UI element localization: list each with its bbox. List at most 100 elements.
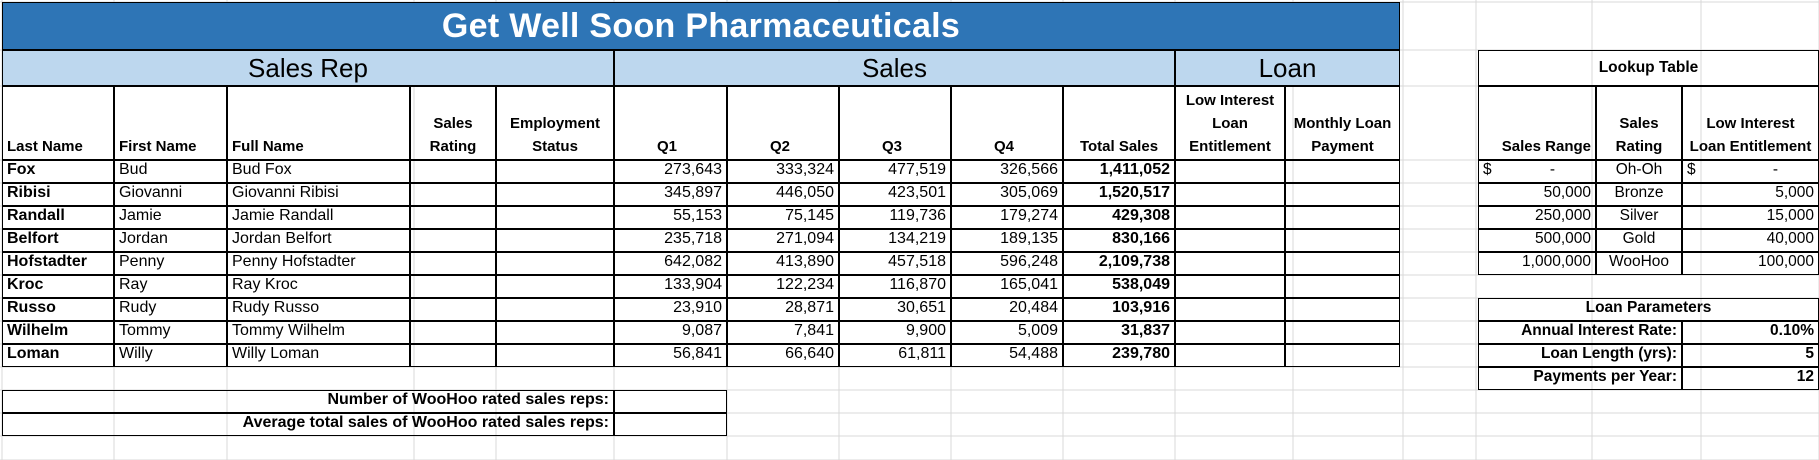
lookup-range[interactable]: $ - (1478, 160, 1596, 183)
cell-full-name[interactable]: Tommy Wilhelm (227, 321, 410, 344)
cell-employment-status[interactable] (496, 344, 614, 367)
cell-sales-rating[interactable] (410, 275, 496, 298)
header-q1[interactable]: Q1 (614, 86, 727, 160)
cell-q1[interactable]: 55,153 (614, 206, 727, 229)
loan-param-label[interactable]: Payments per Year: (1478, 367, 1682, 390)
cell-last-name[interactable]: Belfort (2, 229, 114, 252)
cell-sales-rating[interactable] (410, 183, 496, 206)
lookup-header-entitlement[interactable]: Low Interest Loan Entitlement (1682, 86, 1819, 160)
cell-q2[interactable]: 66,640 (727, 344, 839, 367)
cell-employment-status[interactable] (496, 160, 614, 183)
loan-param-value[interactable]: 12 (1682, 367, 1819, 390)
cell-total-sales[interactable]: 103,916 (1063, 298, 1175, 321)
cell-q4[interactable]: 305,069 (951, 183, 1063, 206)
cell-q3[interactable]: 134,219 (839, 229, 951, 252)
cell-first-name[interactable]: Willy (114, 344, 227, 367)
header-sales-rating[interactable]: Sales Rating (410, 86, 496, 160)
cell-first-name[interactable]: Jordan (114, 229, 227, 252)
cell-full-name[interactable]: Ray Kroc (227, 275, 410, 298)
cell-sales-rating[interactable] (410, 321, 496, 344)
cell-q4[interactable]: 165,041 (951, 275, 1063, 298)
cell-last-name[interactable]: Ribisi (2, 183, 114, 206)
cell-sales-rating[interactable] (410, 229, 496, 252)
lookup-entitlement[interactable]: $ - (1682, 160, 1819, 183)
cell-q4[interactable]: 20,484 (951, 298, 1063, 321)
cell-q3[interactable]: 9,900 (839, 321, 951, 344)
cell-q4[interactable]: 596,248 (951, 252, 1063, 275)
cell-q3[interactable]: 119,736 (839, 206, 951, 229)
woohoo-count-label[interactable]: Number of WooHoo rated sales reps: (2, 390, 614, 413)
cell-employment-status[interactable] (496, 206, 614, 229)
cell-monthly-payment[interactable] (1285, 252, 1400, 275)
header-full-name[interactable]: Full Name (227, 86, 410, 160)
cell-full-name[interactable]: Bud Fox (227, 160, 410, 183)
cell-total-sales[interactable]: 2,109,738 (1063, 252, 1175, 275)
cell-last-name[interactable]: Wilhelm (2, 321, 114, 344)
cell-q2[interactable]: 271,094 (727, 229, 839, 252)
cell-q1[interactable]: 23,910 (614, 298, 727, 321)
cell-monthly-payment[interactable] (1285, 183, 1400, 206)
cell-low-interest[interactable] (1175, 321, 1285, 344)
loan-param-label[interactable]: Annual Interest Rate: (1478, 321, 1682, 344)
cell-last-name[interactable]: Fox (2, 160, 114, 183)
cell-q1[interactable]: 133,904 (614, 275, 727, 298)
header-low-interest[interactable]: Low Interest Loan Entitlement (1175, 86, 1285, 160)
cell-q1[interactable]: 273,643 (614, 160, 727, 183)
header-first-name[interactable]: First Name (114, 86, 227, 160)
cell-employment-status[interactable] (496, 275, 614, 298)
cell-monthly-payment[interactable] (1285, 344, 1400, 367)
cell-q3[interactable]: 116,870 (839, 275, 951, 298)
cell-sales-rating[interactable] (410, 160, 496, 183)
lookup-range[interactable]: 50,000 (1478, 183, 1596, 206)
cell-q3[interactable]: 457,518 (839, 252, 951, 275)
cell-total-sales[interactable]: 1,520,517 (1063, 183, 1175, 206)
cell-full-name[interactable]: Willy Loman (227, 344, 410, 367)
cell-full-name[interactable]: Giovanni Ribisi (227, 183, 410, 206)
cell-employment-status[interactable] (496, 321, 614, 344)
header-q3[interactable]: Q3 (839, 86, 951, 160)
cell-first-name[interactable]: Giovanni (114, 183, 227, 206)
cell-last-name[interactable]: Randall (2, 206, 114, 229)
cell-monthly-payment[interactable] (1285, 160, 1400, 183)
cell-q4[interactable]: 189,135 (951, 229, 1063, 252)
cell-sales-rating[interactable] (410, 344, 496, 367)
lookup-entitlement[interactable]: 40,000 (1682, 229, 1819, 252)
lookup-range[interactable]: 500,000 (1478, 229, 1596, 252)
cell-q1[interactable]: 56,841 (614, 344, 727, 367)
woohoo-avg-value[interactable] (614, 413, 727, 436)
lookup-header-range[interactable]: Sales Range (1478, 86, 1596, 160)
cell-total-sales[interactable]: 538,049 (1063, 275, 1175, 298)
lookup-rating[interactable]: WooHoo (1596, 252, 1682, 275)
cell-monthly-payment[interactable] (1285, 275, 1400, 298)
woohoo-avg-label[interactable]: Average total sales of WooHoo rated sale… (2, 413, 614, 436)
loan-params-title[interactable]: Loan Parameters (1478, 298, 1819, 321)
sheet-title[interactable]: Get Well Soon Pharmaceuticals (2, 2, 1400, 50)
lookup-rating[interactable]: Gold (1596, 229, 1682, 252)
cell-low-interest[interactable] (1175, 298, 1285, 321)
cell-total-sales[interactable]: 1,411,052 (1063, 160, 1175, 183)
cell-q3[interactable]: 423,501 (839, 183, 951, 206)
loan-param-label[interactable]: Loan Length (yrs): (1478, 344, 1682, 367)
cell-q1[interactable]: 642,082 (614, 252, 727, 275)
cell-first-name[interactable]: Ray (114, 275, 227, 298)
cell-total-sales[interactable]: 830,166 (1063, 229, 1175, 252)
loan-param-value[interactable]: 0.10% (1682, 321, 1819, 344)
cell-monthly-payment[interactable] (1285, 298, 1400, 321)
lookup-rating[interactable]: Silver (1596, 206, 1682, 229)
cell-full-name[interactable]: Rudy Russo (227, 298, 410, 321)
loan-param-value[interactable]: 5 (1682, 344, 1819, 367)
cell-sales-rating[interactable] (410, 298, 496, 321)
header-q4[interactable]: Q4 (951, 86, 1063, 160)
cell-q1[interactable]: 235,718 (614, 229, 727, 252)
cell-monthly-payment[interactable] (1285, 321, 1400, 344)
cell-low-interest[interactable] (1175, 229, 1285, 252)
lookup-header-rating[interactable]: Sales Rating (1596, 86, 1682, 160)
cell-first-name[interactable]: Tommy (114, 321, 227, 344)
cell-q4[interactable]: 326,566 (951, 160, 1063, 183)
lookup-entitlement[interactable]: 5,000 (1682, 183, 1819, 206)
cell-q2[interactable]: 413,890 (727, 252, 839, 275)
cell-q3[interactable]: 477,519 (839, 160, 951, 183)
cell-last-name[interactable]: Hofstadter (2, 252, 114, 275)
header-monthly-payment[interactable]: Monthly Loan Payment (1285, 86, 1400, 160)
cell-last-name[interactable]: Russo (2, 298, 114, 321)
